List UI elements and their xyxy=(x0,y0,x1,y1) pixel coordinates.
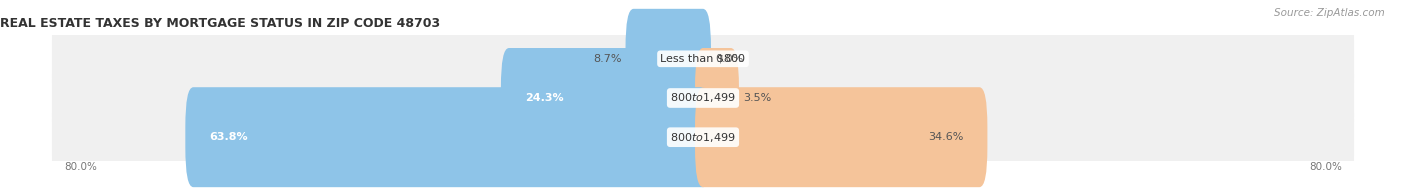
FancyBboxPatch shape xyxy=(186,87,711,187)
FancyBboxPatch shape xyxy=(695,48,740,148)
FancyBboxPatch shape xyxy=(695,87,987,187)
Text: 3.5%: 3.5% xyxy=(742,93,772,103)
FancyBboxPatch shape xyxy=(52,20,1354,176)
Text: Source: ZipAtlas.com: Source: ZipAtlas.com xyxy=(1274,8,1385,18)
Text: Less than $800: Less than $800 xyxy=(661,54,745,64)
FancyBboxPatch shape xyxy=(626,9,711,109)
Text: 80.0%: 80.0% xyxy=(63,162,97,172)
FancyBboxPatch shape xyxy=(52,60,1354,196)
Text: 24.3%: 24.3% xyxy=(524,93,564,103)
Text: 8.7%: 8.7% xyxy=(593,54,621,64)
Text: $800 to $1,499: $800 to $1,499 xyxy=(671,131,735,144)
Text: 80.0%: 80.0% xyxy=(1309,162,1343,172)
Text: 63.8%: 63.8% xyxy=(209,132,247,142)
Text: REAL ESTATE TAXES BY MORTGAGE STATUS IN ZIP CODE 48703: REAL ESTATE TAXES BY MORTGAGE STATUS IN … xyxy=(0,17,440,30)
Text: 0.0%: 0.0% xyxy=(716,54,744,64)
Text: $800 to $1,499: $800 to $1,499 xyxy=(671,92,735,104)
Text: 34.6%: 34.6% xyxy=(928,132,963,142)
FancyBboxPatch shape xyxy=(501,48,711,148)
FancyBboxPatch shape xyxy=(52,0,1354,136)
